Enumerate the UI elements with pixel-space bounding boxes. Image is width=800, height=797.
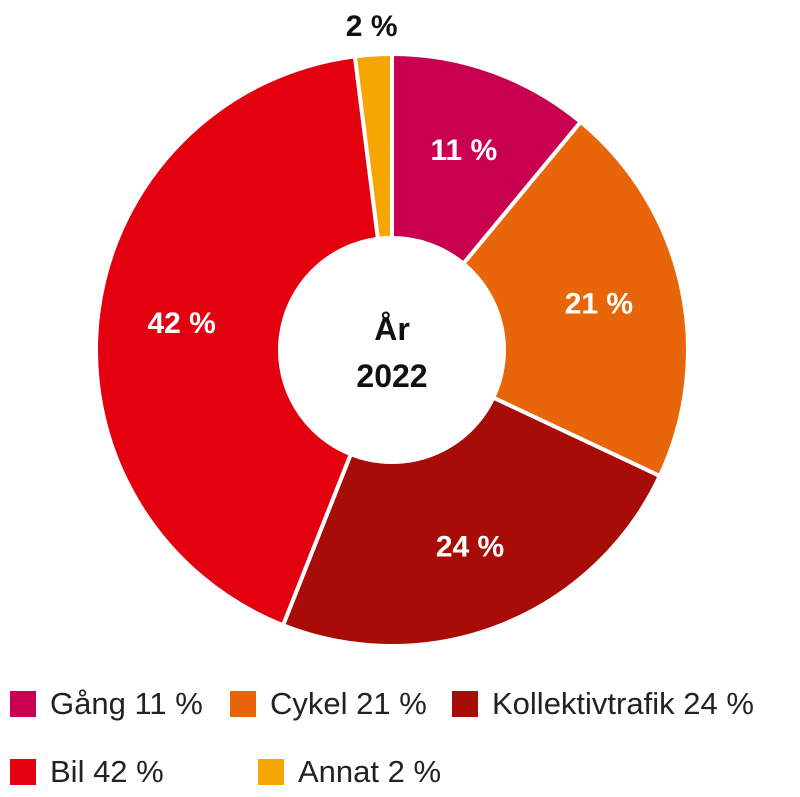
legend-label-bil: Bil 42 % — [50, 754, 164, 789]
legend-label-cykel: Cykel 21 % — [270, 686, 427, 721]
donut-slices — [94, 52, 690, 648]
legend-swatch-bil — [10, 759, 36, 785]
slice-gang — [390, 52, 583, 266]
legend-swatch-cykel — [230, 691, 256, 717]
slice-annat — [352, 52, 394, 241]
slice-label-kollektivtrafik: 24 % — [436, 531, 504, 564]
slice-label-cykel: 21 % — [565, 287, 633, 320]
legend-item-cykel: Cykel 21 % — [230, 686, 427, 722]
donut-slice-labels: 11 % 21 % 24 % 42 % 2 % — [147, 10, 633, 563]
legend-label-kollektivtrafik: Kollektivtrafik 24 % — [492, 686, 754, 721]
slice-bil — [94, 54, 380, 628]
legend-item-kollektivtrafik: Kollektivtrafik 24 % — [452, 686, 754, 722]
legend-swatch-kollektivtrafik — [452, 691, 478, 717]
legend-swatch-gang — [10, 691, 36, 717]
donut-chart: 11 % 21 % 24 % 42 % 2 % År 2022 — [94, 10, 690, 648]
slice-label-gang: 11 % — [430, 134, 497, 167]
legend-swatch-annat — [258, 759, 284, 785]
center-label-line-2: 2022 — [356, 358, 427, 394]
legend-item-gang: Gång 11 % — [10, 686, 203, 722]
center-label-line-1: År — [374, 311, 410, 347]
slice-kollektivtrafik — [281, 395, 662, 648]
legend-item-bil: Bil 42 % — [10, 754, 164, 790]
legend-item-annat: Annat 2 % — [258, 754, 441, 790]
slice-cykel — [461, 119, 690, 479]
legend-label-gang: Gång 11 % — [50, 686, 203, 721]
slice-label-bil: 42 % — [147, 307, 215, 340]
legend-label-annat: Annat 2 % — [298, 754, 442, 789]
slice-label-annat: 2 % — [346, 10, 398, 43]
